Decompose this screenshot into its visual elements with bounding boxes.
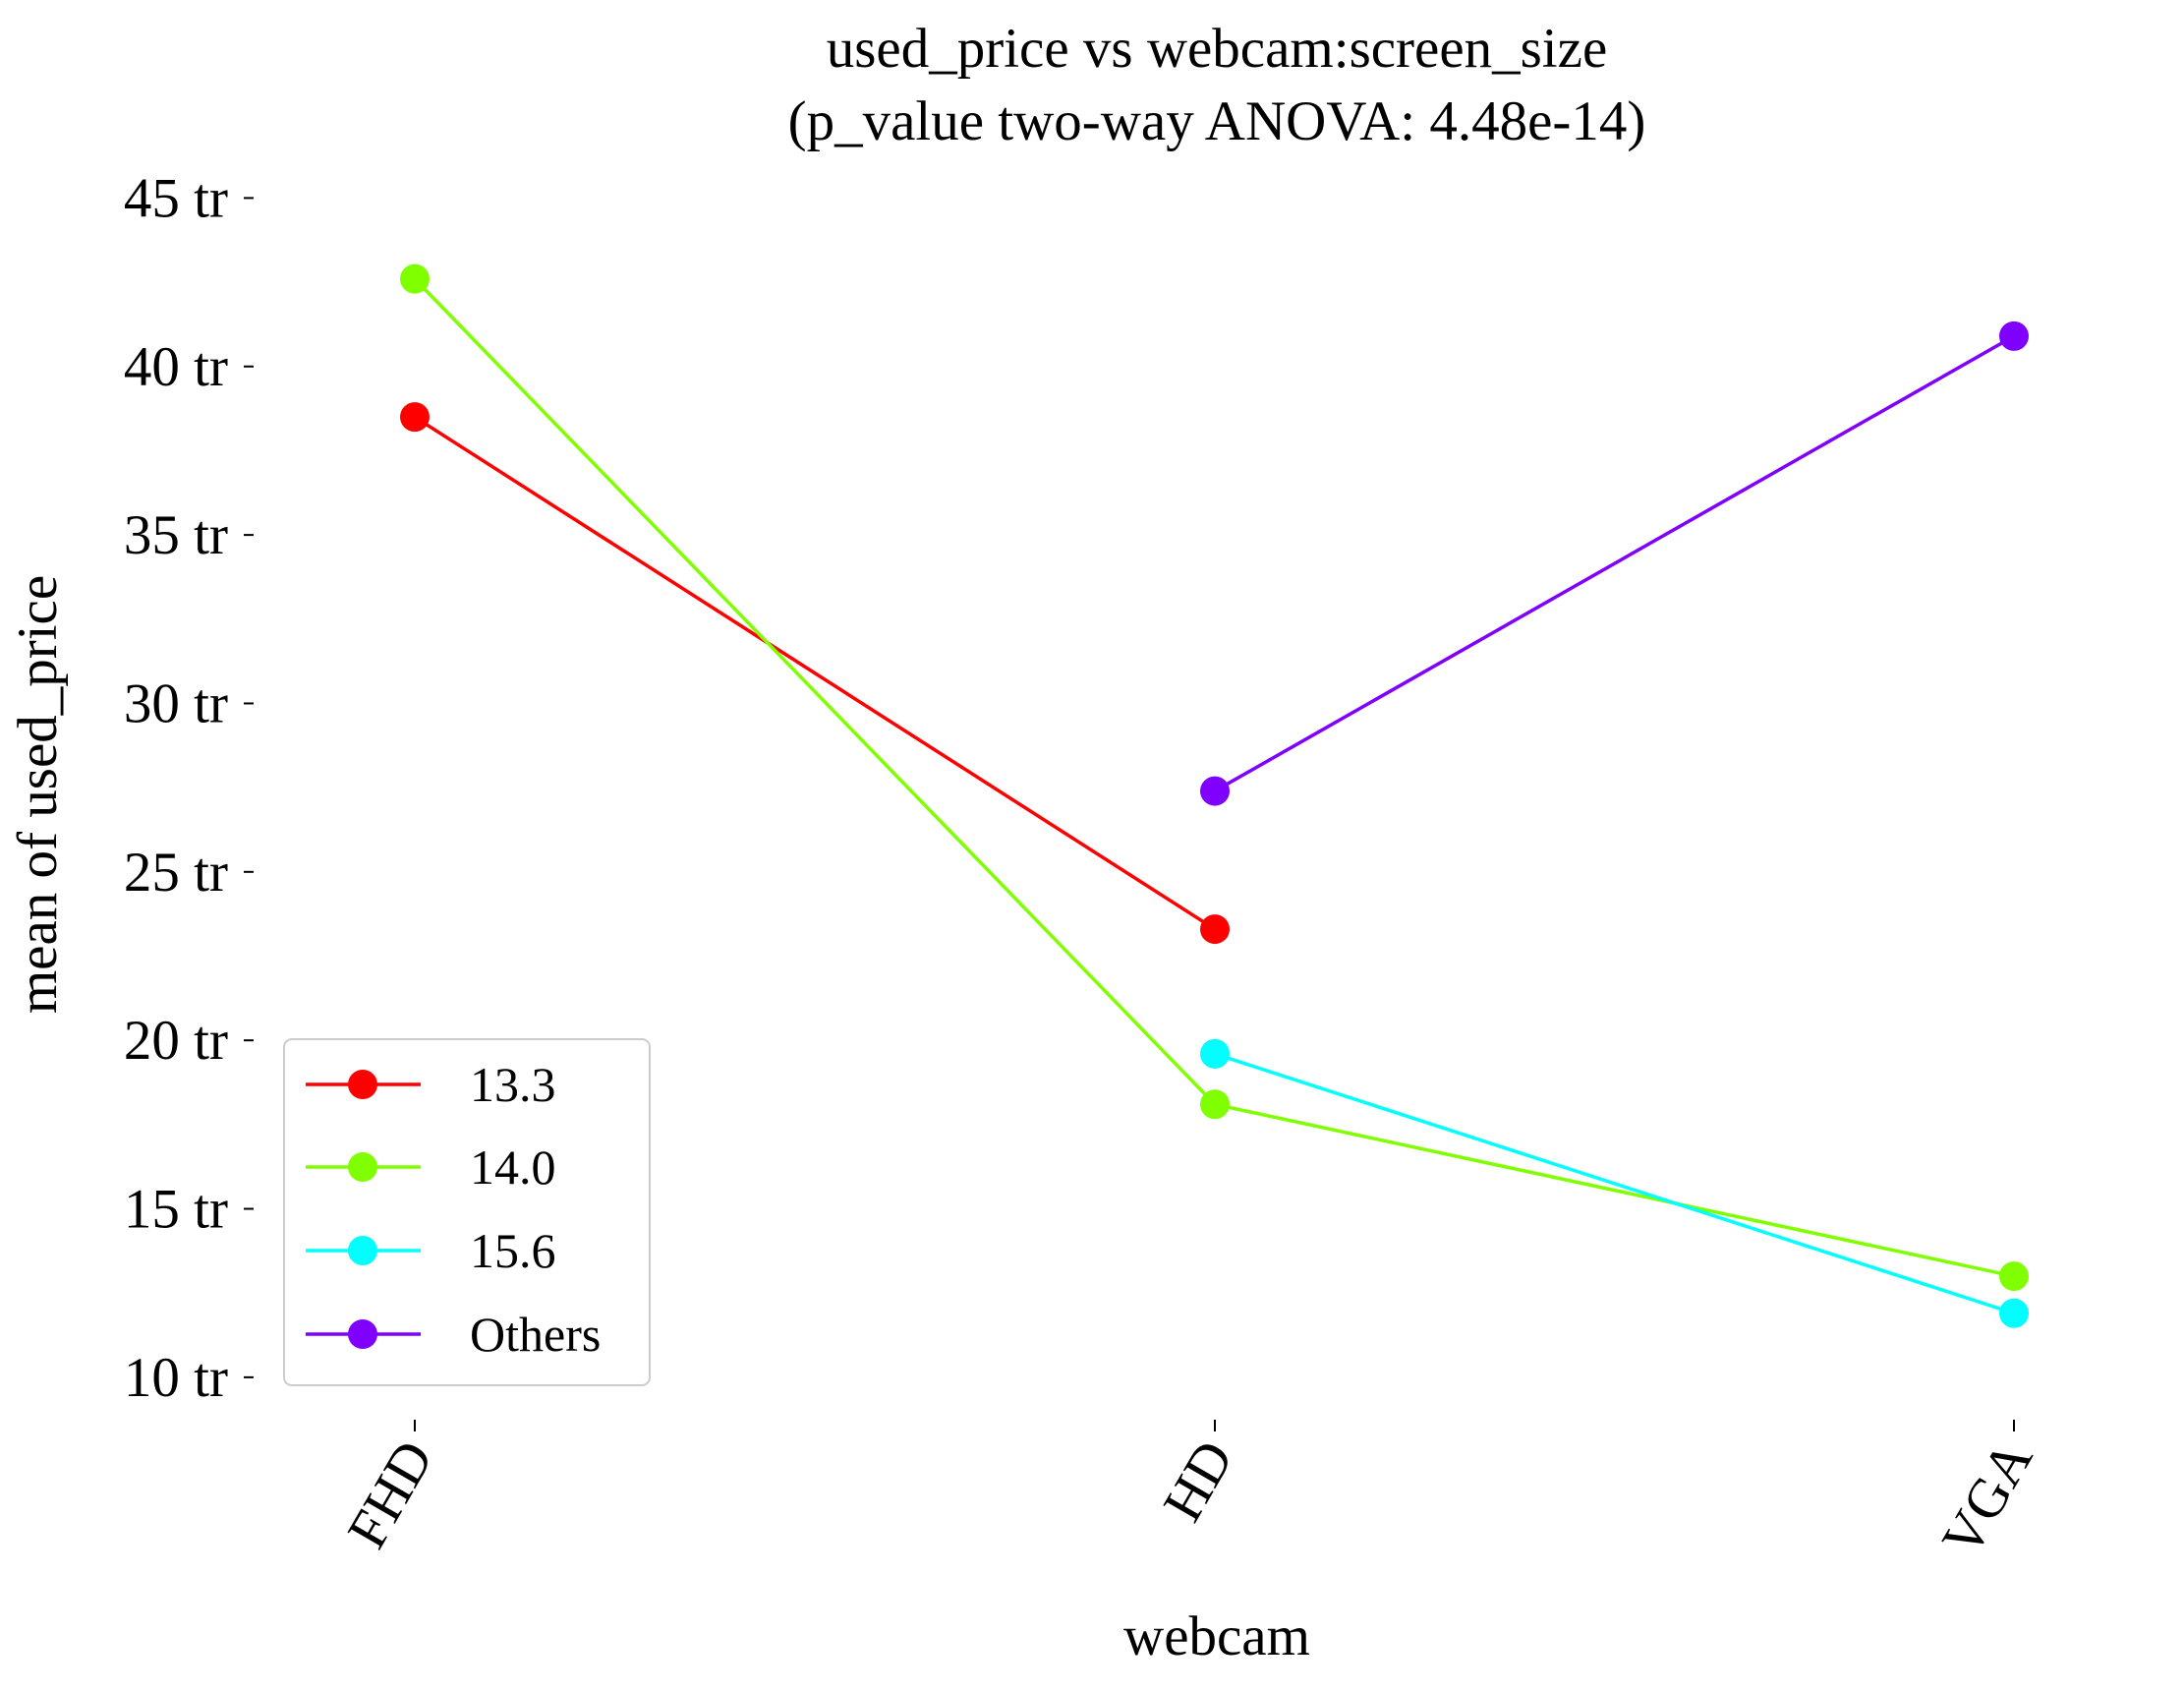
data-point <box>400 263 430 294</box>
y-tick-label: 40 tr <box>124 336 228 398</box>
series-3 <box>1200 321 2029 806</box>
y-tick-label: 25 tr <box>124 842 228 904</box>
legend-item: Others <box>306 1307 601 1362</box>
y-tick-label: 15 tr <box>124 1179 228 1241</box>
series-layer <box>400 263 2029 1328</box>
y-tick-label: 10 tr <box>124 1347 228 1409</box>
legend-marker <box>348 1152 377 1182</box>
data-point <box>1999 1298 2029 1328</box>
data-point <box>1200 1089 1230 1120</box>
y-tick-label: 35 tr <box>124 504 228 566</box>
legend-marker <box>348 1319 377 1349</box>
legend-label: 14.0 <box>470 1139 556 1195</box>
x-tick-label: FHD <box>336 1430 446 1558</box>
y-axis: 10 tr 15 tr 20 tr 25 tr 30 tr 35 tr 40 tr 45 tr <box>124 167 254 1409</box>
y-tick-label: 20 tr <box>124 1010 228 1072</box>
legend-label: 13.3 <box>470 1057 556 1112</box>
data-point <box>400 402 430 433</box>
data-point <box>1200 1038 1230 1069</box>
legend-item: 13.3 <box>306 1057 556 1112</box>
y-tick-label: 30 tr <box>124 672 228 734</box>
series-line <box>414 415 1216 931</box>
chart-title: used_price vs webcam:screen_size <box>827 18 1608 80</box>
series-2 <box>1200 1038 2029 1328</box>
legend-label: Others <box>470 1307 601 1362</box>
series-line <box>1214 1052 2015 1315</box>
legend-item: 14.0 <box>306 1139 556 1195</box>
legend-marker <box>348 1070 377 1099</box>
series-1 <box>400 263 2029 1292</box>
y-axis-label: mean of used_price <box>7 575 69 1014</box>
series-line <box>1214 334 2015 793</box>
data-point <box>1999 1261 2029 1292</box>
data-point <box>1999 321 2029 351</box>
chart-subtitle: (p_value two-way ANOVA: 4.48e-14) <box>788 90 1646 152</box>
x-axis-label: webcam <box>1123 1605 1310 1667</box>
data-point <box>1200 776 1230 806</box>
x-axis: FHD HD VGA <box>336 1420 2044 1566</box>
y-tick-label: 45 tr <box>124 167 228 229</box>
x-tick-label: HD <box>1152 1430 1246 1532</box>
x-tick-label: VGA <box>1930 1430 2044 1566</box>
legend-marker <box>348 1236 377 1265</box>
series-0 <box>400 402 1230 945</box>
legend-item: 15.6 <box>306 1223 556 1278</box>
data-point <box>1200 914 1230 945</box>
legend: 13.3 14.0 15.6 Others <box>283 1038 651 1386</box>
legend-label: 15.6 <box>470 1223 556 1278</box>
legend-frame <box>283 1038 651 1386</box>
